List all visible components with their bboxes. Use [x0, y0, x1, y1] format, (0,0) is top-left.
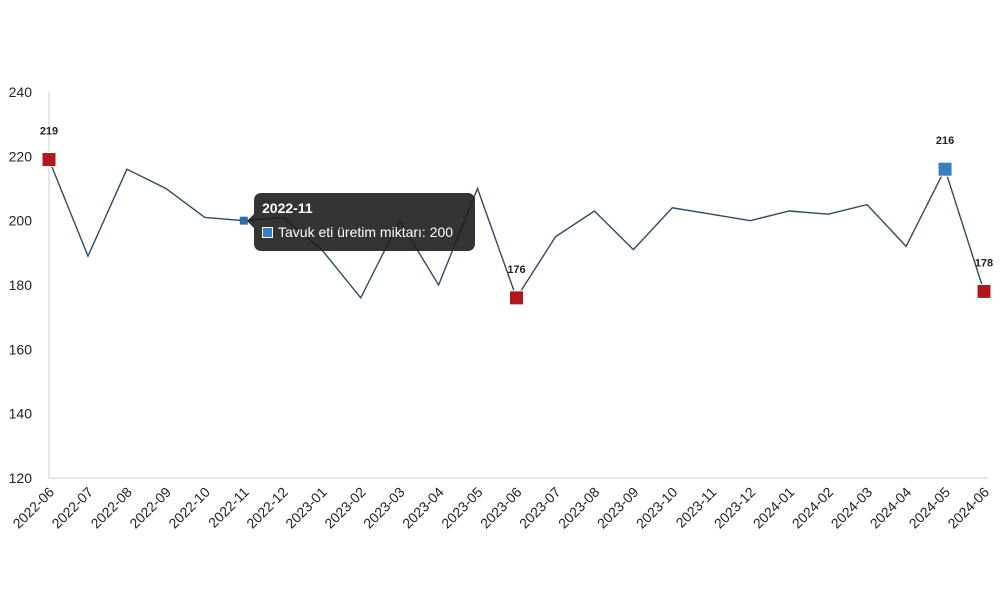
highlight-point-marker[interactable] — [937, 161, 953, 177]
x-tick-label: 2022-10 — [165, 484, 213, 532]
x-tick-label: 2023-06 — [477, 484, 525, 532]
x-tick-label: 2022-12 — [243, 484, 291, 532]
tooltip-text: Tavuk eti üretim miktarı: 200 — [278, 224, 454, 240]
tooltip: 2022-11 Tavuk eti üretim miktarı: 200 — [247, 193, 475, 251]
data-label: 216 — [936, 135, 954, 147]
x-tick-label: 2024-03 — [828, 484, 876, 532]
x-tick-label: 2023-03 — [360, 484, 408, 532]
x-tick-label: 2022-09 — [126, 484, 174, 532]
x-tick-label: 2022-06 — [9, 484, 57, 532]
x-tick-label: 2023-12 — [711, 484, 759, 532]
tooltip-title: 2022-11 — [262, 200, 313, 216]
y-tick-label: 200 — [9, 213, 33, 229]
y-tick-label: 180 — [9, 277, 33, 293]
data-label: 176 — [507, 264, 525, 276]
y-tick-label: 120 — [9, 470, 33, 486]
x-tick-label: 2023-04 — [399, 484, 447, 532]
tooltip-caret — [247, 214, 254, 228]
highlight-point-marker[interactable] — [976, 283, 992, 299]
series-line — [48, 159, 985, 300]
hover-point-marker[interactable] — [239, 216, 248, 225]
x-tick-label: 2024-01 — [750, 484, 798, 532]
y-tick-label: 140 — [9, 406, 33, 422]
x-tick-label: 2023-05 — [438, 484, 486, 532]
x-tick-label: 2023-10 — [633, 484, 681, 532]
x-tick-label: 2023-08 — [555, 484, 603, 532]
x-tick-label: 2023-07 — [516, 484, 564, 532]
tooltip-row: Tavuk eti üretim miktarı: 200 — [262, 224, 467, 240]
data-label: 178 — [975, 257, 993, 269]
highlight-point-marker[interactable] — [41, 152, 57, 168]
x-tick-label: 2024-05 — [906, 484, 954, 532]
x-tick-label: 2022-07 — [48, 484, 96, 532]
highlight-point-marker[interactable] — [509, 290, 524, 306]
x-tick-label: 2022-11 — [205, 484, 252, 531]
x-tick-label: 2024-04 — [867, 484, 915, 532]
x-tick-label: 2022-08 — [87, 484, 135, 532]
x-tick-label: 2023-09 — [594, 484, 642, 532]
y-tick-label: 240 — [9, 84, 33, 100]
x-tick-label: 2024-06 — [944, 484, 992, 532]
y-tick-label: 220 — [9, 148, 33, 164]
x-tick-label: 2024-02 — [789, 484, 837, 532]
tooltip-swatch — [262, 226, 273, 238]
x-tick-label: 2023-11 — [673, 484, 720, 531]
data-label: 219 — [40, 126, 58, 138]
x-tick-label: 2023-01 — [282, 484, 330, 532]
x-tick-label: 2023-02 — [321, 484, 369, 532]
y-tick-label: 160 — [9, 341, 33, 357]
